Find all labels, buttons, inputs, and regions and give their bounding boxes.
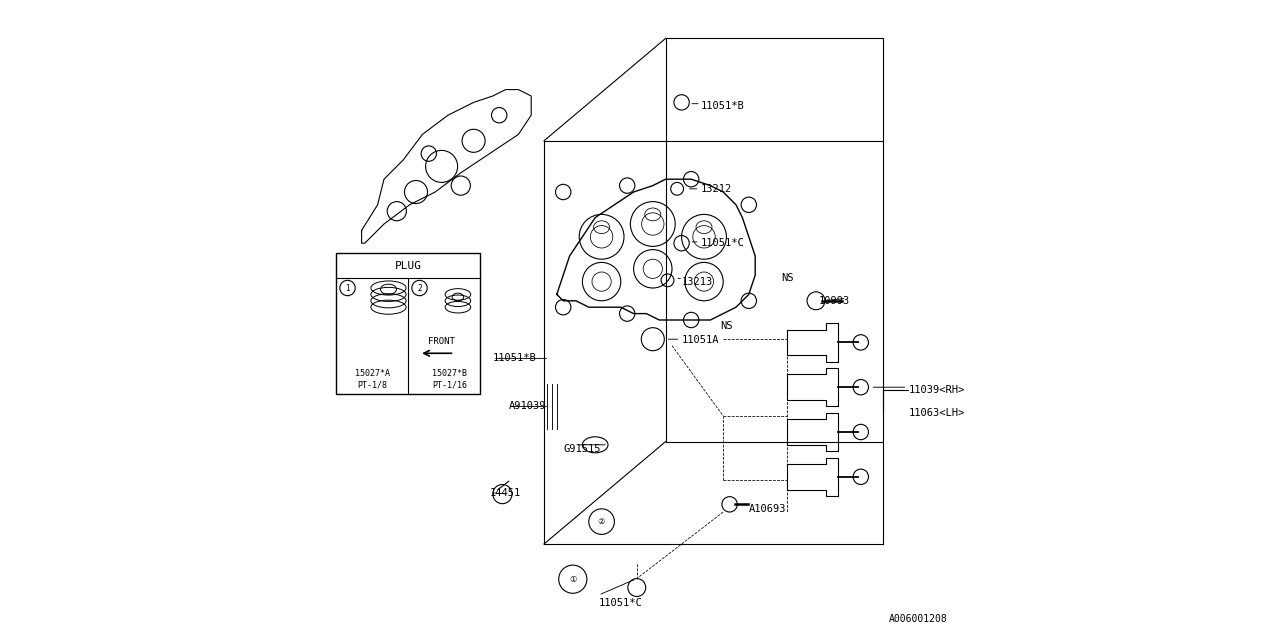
Text: ①: ① [570, 575, 576, 584]
Text: A006001208: A006001208 [888, 614, 947, 624]
Text: G91515: G91515 [563, 444, 600, 454]
Text: 11051*B: 11051*B [493, 353, 536, 364]
Text: 11051*B: 11051*B [701, 100, 745, 111]
Text: 11051A: 11051A [681, 335, 719, 346]
Text: 14451: 14451 [490, 488, 521, 498]
Text: 2: 2 [417, 284, 422, 292]
Text: 11051*C: 11051*C [701, 238, 745, 248]
Text: 1: 1 [346, 284, 349, 292]
Text: 13212: 13212 [701, 184, 732, 194]
Text: 10993: 10993 [819, 296, 850, 306]
Text: 11051*C: 11051*C [599, 598, 643, 608]
Text: NS: NS [719, 321, 732, 332]
Text: FRONT: FRONT [429, 337, 454, 346]
Text: 11063<LH>: 11063<LH> [909, 408, 965, 418]
Text: A10693: A10693 [749, 504, 786, 514]
Text: A91039: A91039 [508, 401, 547, 412]
Text: 11039<RH>: 11039<RH> [909, 385, 965, 396]
Text: 15027*B
PT-1/16: 15027*B PT-1/16 [433, 369, 467, 390]
Text: NS: NS [781, 273, 794, 284]
Text: 13213: 13213 [681, 276, 713, 287]
Text: ②: ② [598, 517, 605, 526]
Text: PLUG: PLUG [394, 260, 421, 271]
Text: 15027*A
PT-1/8: 15027*A PT-1/8 [355, 369, 390, 390]
